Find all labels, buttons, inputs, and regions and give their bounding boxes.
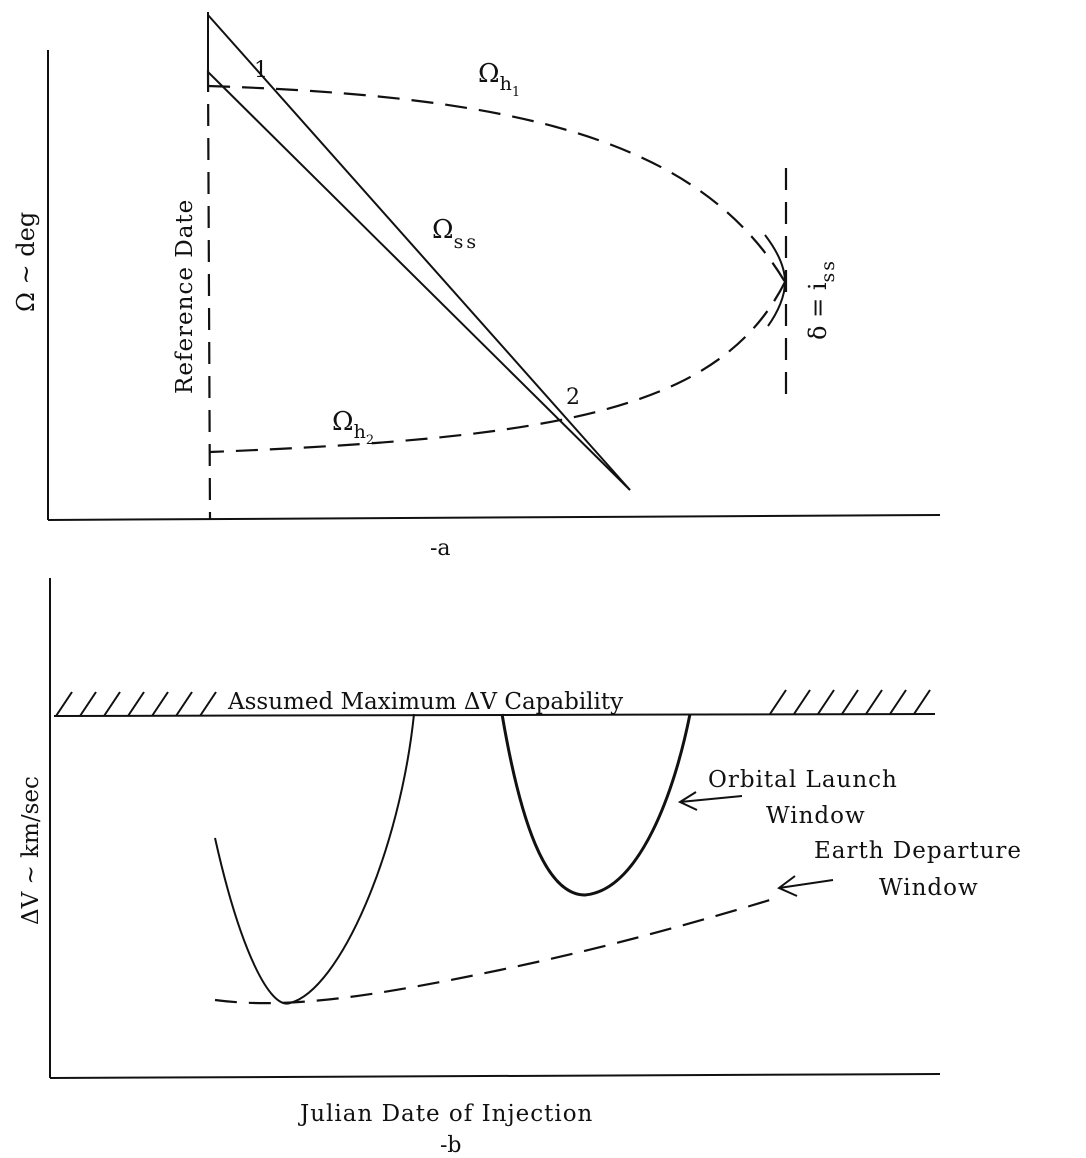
- max-dv-hatching: [55, 689, 931, 717]
- intersection-1-label: 1: [254, 58, 268, 83]
- reference-date-line: [206, 69, 212, 521]
- panel-b-x-axis: [49, 1073, 941, 1079]
- earth-departure-label-line2: Window: [879, 875, 979, 901]
- reference-date-label: Reference Date: [172, 199, 198, 394]
- max-dv-label: Assumed Maximum ΔV Capability: [227, 689, 623, 715]
- panel-b-y-axis-label: ΔV ~ km/sec: [18, 776, 44, 925]
- orbital-window-label-line1: Orbital Launch: [708, 767, 898, 793]
- panel-a: Ω ~ deg Reference Date 1 2 Ωh1 Ωss Ωh2 δ…: [12, 12, 941, 561]
- intersection-2-label: 2: [566, 385, 580, 410]
- earth-departure-arrow: [777, 875, 834, 897]
- omega-h1-label: Ωh1: [478, 59, 520, 100]
- omega-ss-label: Ωss: [432, 215, 479, 253]
- orbital-window-curve-2: [500, 713, 692, 897]
- orbital-window-arrow: [677, 791, 743, 811]
- panel-b: ΔV ~ km/sec Assumed Maximum ΔV Capabilit…: [18, 578, 1022, 1158]
- panel-a-x-axis: [47, 514, 941, 521]
- omega-h-curve-upper: [207, 84, 786, 283]
- orbital-window-curve-1: [214, 713, 415, 1005]
- orbital-window-label-line2: Window: [766, 803, 866, 829]
- panel-a-y-axis-label: Ω ~ deg: [12, 212, 40, 312]
- omega-ss-line: [207, 12, 631, 491]
- omega-h-curve-tip: [764, 234, 787, 327]
- omega-h2-label: Ωh2: [332, 407, 374, 448]
- panel-a-caption: -a: [430, 536, 451, 561]
- panel-b-caption: -b: [440, 1133, 462, 1158]
- omega-h-curve-lower: [209, 281, 786, 454]
- earth-departure-label-line1: Earth Departure: [814, 838, 1022, 864]
- earth-departure-curve: [214, 895, 781, 1005]
- omega-ss-line-top: [207, 14, 631, 491]
- panel-b-x-axis-label: Julian Date of Injection: [298, 1101, 593, 1127]
- inclination-label: δ = iss: [804, 259, 839, 340]
